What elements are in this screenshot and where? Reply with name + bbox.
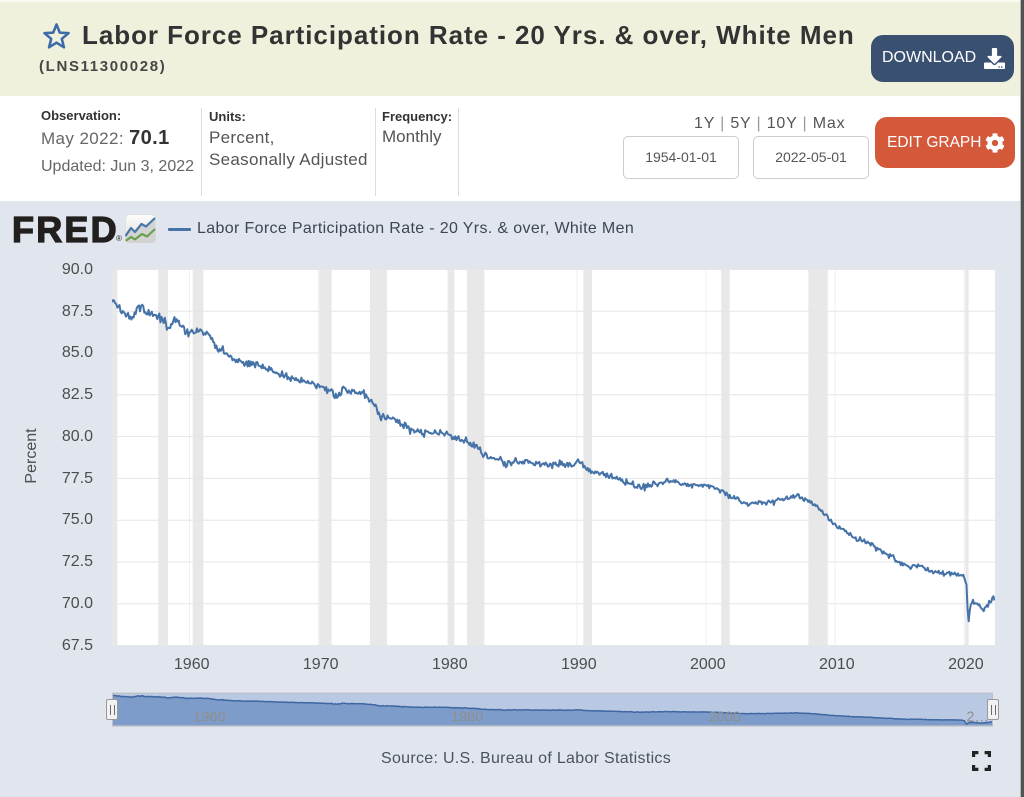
- svg-text:2000: 2000: [709, 710, 741, 726]
- svg-text:1980: 1980: [451, 710, 483, 726]
- svg-text:2…: 2…: [967, 710, 990, 726]
- svg-text:1960: 1960: [194, 710, 226, 726]
